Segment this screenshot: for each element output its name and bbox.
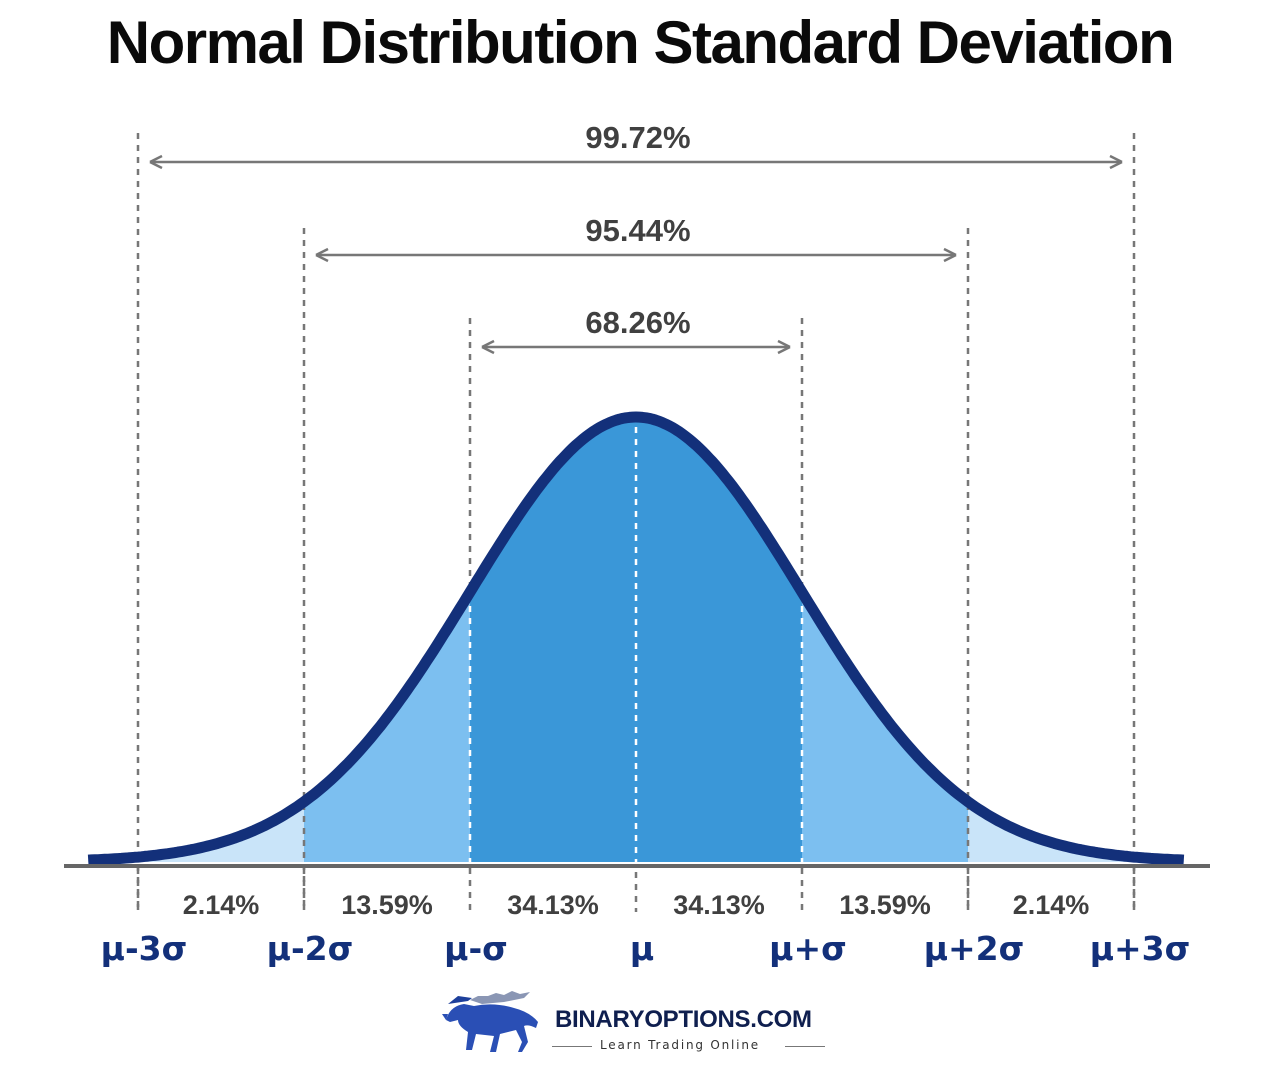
area-band-0	[88, 801, 304, 862]
brand-name[interactable]: BINARYOPTIONS.COM	[555, 1006, 812, 1033]
range-label: 99.72%	[585, 120, 690, 155]
range-annotations: 99.72% 95.44% 68.26%	[149, 120, 1123, 355]
tagline-rule-left	[552, 1046, 592, 1047]
area-band-2	[470, 417, 802, 862]
range-annotation-0: 99.72%	[149, 120, 1123, 170]
bell-curve-line	[86, 411, 1186, 866]
range-arrow-left-head	[481, 339, 495, 355]
range-label: 95.44%	[585, 213, 690, 248]
area-band-4	[968, 801, 1184, 862]
range-annotation-1: 95.44%	[315, 213, 957, 263]
range-arrow-left-head	[149, 154, 163, 170]
segment-labels: 2.14% 13.59% 34.13% 34.13% 13.59% 2.14%	[183, 890, 1090, 920]
bull-icon	[442, 991, 538, 1052]
x-tick-label-2: μ-σ	[444, 929, 508, 968]
normal-distribution-chart: 99.72% 95.44% 68.26% 2.14% 13.59% 34.13% 34.1…	[64, 120, 1210, 968]
range-label: 68.26%	[585, 305, 690, 340]
segment-label-4: 13.59%	[839, 890, 931, 920]
page-title: Normal Distribution Standard Deviation	[106, 9, 1175, 76]
segment-label-1: 13.59%	[341, 890, 433, 920]
range-arrow-right-head	[1109, 154, 1123, 170]
tagline-rule-right	[785, 1046, 825, 1047]
range-annotation-2: 68.26%	[481, 305, 791, 355]
x-tick-label-5: μ+2σ	[924, 929, 1025, 968]
segment-label-5: 2.14%	[1013, 890, 1090, 920]
range-arrow-right-head	[943, 247, 957, 263]
x-tick-labels: μ-3σ μ-2σ μ-σ μ μ+σ μ+2σ μ+3σ	[101, 929, 1191, 968]
segment-label-0: 2.14%	[183, 890, 260, 920]
x-tick-label-0: μ-3σ	[101, 929, 188, 968]
range-arrow-right-head	[777, 339, 791, 355]
segment-label-3: 34.13%	[673, 890, 765, 920]
brand-logo[interactable]: BINARYOPTIONS.COM Learn Trading Online	[440, 990, 840, 1060]
x-tick-label-6: μ+3σ	[1090, 929, 1191, 968]
x-tick-label-4: μ+σ	[769, 929, 847, 968]
segment-label-2: 34.13%	[507, 890, 599, 920]
range-arrow-left-head	[315, 247, 329, 263]
x-tick-label-1: μ-2σ	[267, 929, 354, 968]
x-tick-label-3: μ	[630, 929, 654, 968]
brand-tagline: Learn Trading Online	[600, 1038, 760, 1052]
area-fills	[88, 417, 1184, 862]
